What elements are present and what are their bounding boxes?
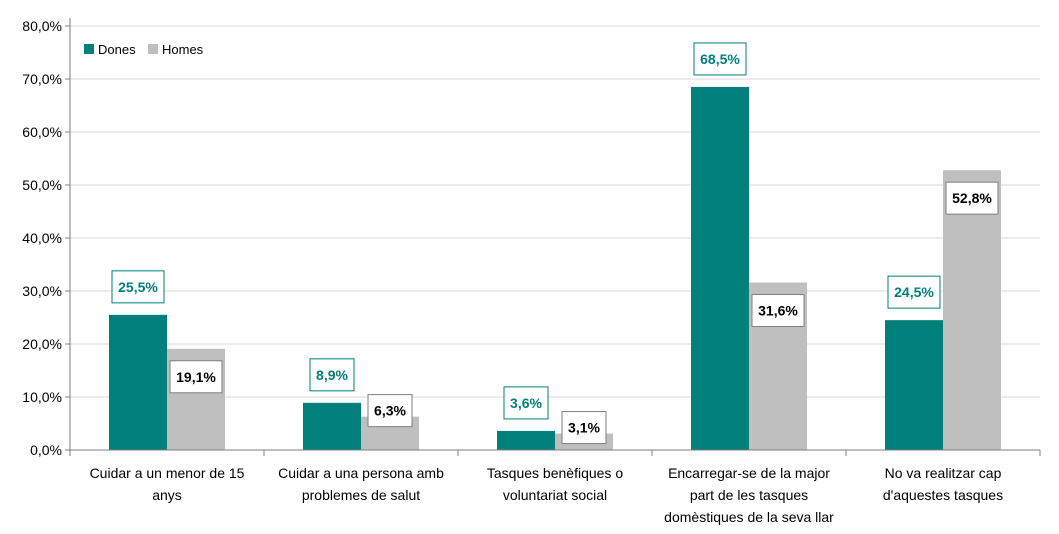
y-tick-label: 70,0% [22, 71, 62, 87]
data-label-dones-1: 25,5% [118, 279, 158, 295]
data-label-box [751, 294, 805, 328]
data-label-homes-3: 3,1% [568, 420, 600, 436]
y-tick-label: 0,0% [30, 442, 62, 458]
category-label: No va realitzar cap [885, 465, 1002, 481]
y-tick-label: 50,0% [22, 177, 62, 193]
category-label: Encarregar-se de la major [668, 465, 830, 481]
bar-dones-1 [109, 314, 167, 450]
data-label-dones-3: 3,6% [510, 395, 542, 411]
bar-dones-5 [885, 320, 943, 450]
data-label-box [887, 275, 941, 309]
y-tick-label: 10,0% [22, 389, 62, 405]
legend-swatch-homes [148, 44, 158, 54]
category-label: domèstiques de la seva llar [664, 509, 834, 525]
y-axis-ticks: 0,0% 10,0% 20,0% 30,0% 40,0% 50,0% 60,0% 70,0% 8… [22, 18, 70, 458]
data-label-box [111, 270, 165, 304]
category-label: d'aquestes tasques [883, 487, 1003, 503]
category-label: anys [152, 487, 182, 503]
data-label-dones-4: 68,5% [700, 51, 740, 67]
y-tick-label: 80,0% [22, 18, 62, 34]
legend-swatch-dones [84, 44, 94, 54]
category-label: Cuidar a una persona amb [278, 465, 444, 481]
legend: Dones Homes [84, 42, 204, 57]
gridlines [70, 25, 1040, 398]
bar-dones-4 [691, 86, 749, 450]
axes [69, 18, 1041, 456]
data-labels: 25,5% 19,1% 8,9% 6,3% 3,6% 3,1% 68,5% 31,6% 24,5… [111, 42, 999, 445]
y-tick-label: 60,0% [22, 124, 62, 140]
category-label: part de les tasques [690, 487, 808, 503]
data-label-box [309, 358, 355, 392]
data-label-homes-4: 31,6% [758, 303, 798, 319]
data-label-dones-5: 24,5% [894, 284, 934, 300]
y-tick-label: 30,0% [22, 283, 62, 299]
y-tick-label: 20,0% [22, 336, 62, 352]
x-axis-categories: Cuidar a un menor de 15 anys Cuidar a una … [90, 465, 1004, 525]
data-label-homes-5: 52,8% [952, 190, 992, 206]
category-label: voluntariat social [503, 487, 607, 503]
data-label-homes-1: 19,1% [176, 369, 216, 385]
bar-dones-2 [303, 402, 361, 450]
category-label: Cuidar a un menor de 15 [90, 465, 245, 481]
bar-homes-5 [943, 170, 1001, 450]
y-tick-label: 40,0% [22, 230, 62, 246]
data-label-homes-2: 6,3% [374, 403, 406, 419]
legend-label-dones: Dones [98, 42, 136, 57]
data-label-box [561, 411, 607, 445]
bars [109, 86, 1001, 450]
data-label-box [503, 386, 549, 420]
data-label-box [945, 181, 999, 215]
category-label: Tasques benèfiques o [487, 465, 623, 481]
data-label-box [367, 394, 413, 428]
data-label-dones-2: 8,9% [316, 367, 348, 383]
category-label: problemes de salut [302, 487, 420, 503]
legend-label-homes: Homes [162, 42, 204, 57]
data-label-box [169, 360, 223, 394]
bar-dones-3 [497, 430, 555, 450]
data-label-box [693, 42, 747, 76]
